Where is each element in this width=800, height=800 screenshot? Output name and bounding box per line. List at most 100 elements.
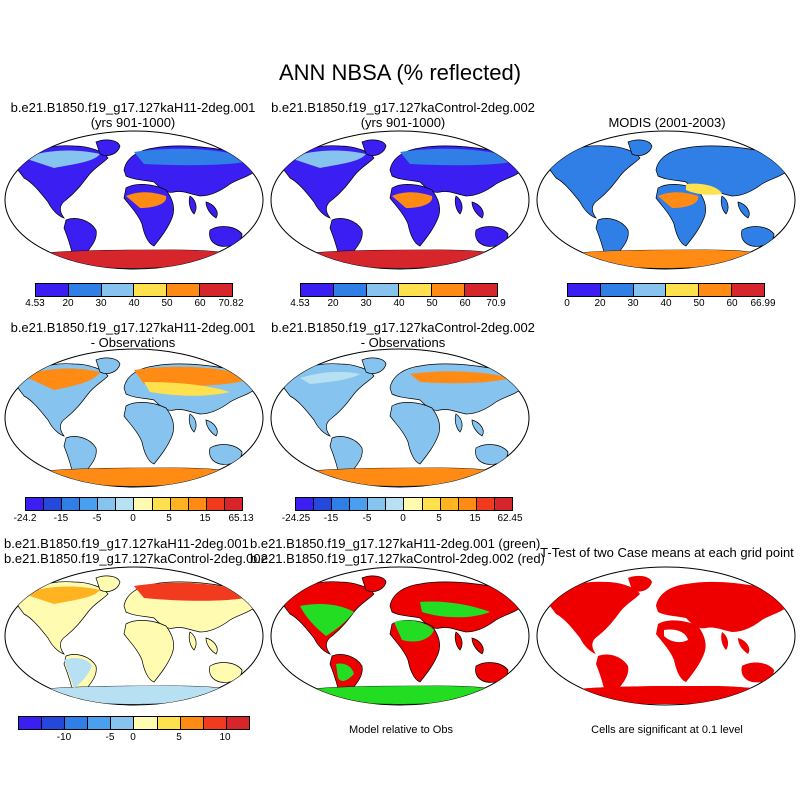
cb4-tick: 15 [199,513,211,524]
asia-green [420,601,490,618]
panel-3-title-line1: MODIS (2001-2003) [608,115,726,130]
siberia-region [410,371,510,384]
antarctica-significant [566,686,772,704]
siberia-region [134,148,254,166]
panel-7-title-line2: b.e21.B1850.f19_g17.127kaControl-2deg.00… [4,551,268,566]
cb7-tick: 5 [176,732,182,743]
panel-1-title-line2: (yrs 901-1000) [90,115,176,130]
arabia-region [686,183,722,195]
map-panel-5 [270,348,530,488]
panel-1-title: b.e21.B1850.f19_g17.127kaH11-2deg.001 (y… [0,100,266,130]
colorbar-2 [300,283,498,297]
cb3-tick: 20 [594,298,606,309]
panel-2-title-line1: b.e21.B1850.f19_g17.127kaControl-2deg.00… [271,100,535,115]
cb3-tick: 0 [564,298,570,309]
antarctica-region [34,686,240,704]
canada-region [300,371,360,384]
panel-5-title: b.e21.B1850.f19_g17.127kaControl-2deg.00… [270,320,536,350]
cb3-tick: 60 [726,298,738,309]
north-america-green [300,604,354,636]
cb2-tick: 50 [426,298,438,309]
map-panel-7 [4,566,264,706]
colorbar-3 [567,283,765,297]
panel-7-title: b.e21.B1850.f19_g17.127kaH11-2deg.001 b.… [4,536,268,566]
map-panel-8 [270,566,530,706]
siberia-region [134,582,256,601]
cb4-tick: -15 [53,513,69,524]
cb2-tick: 4.53 [290,298,310,309]
sahara-region [392,192,433,208]
cb2-tick: 60 [459,298,471,309]
cb1-tick: 40 [128,298,140,309]
cb2-tick: 40 [393,298,405,309]
panel-4-title: b.e21.B1850.f19_g17.127kaH11-2deg.001 - … [0,320,266,350]
cb3-tick: 50 [693,298,705,309]
cb3-tick: 30 [627,298,639,309]
panel-9-title-line1: T-Test of two Case means at each grid po… [540,545,794,560]
cb5-tick: -5 [362,513,372,524]
panel-8-title: b.e21.B1850.f19_g17.127kaH11-2deg.001 (g… [250,536,545,566]
cb4-tick: 0 [130,513,136,524]
cb1-tick: 20 [62,298,74,309]
canada-region [24,368,100,390]
cb5-tick: -24.25 [281,513,311,524]
map-panel-4 [4,348,264,488]
cb7-tick: 0 [130,732,136,743]
colorbar-4 [25,497,243,511]
colorbar-5 [295,497,513,511]
cb5-tick: 5 [436,513,442,524]
cb1-tick: 4.53 [25,298,45,309]
cb3-tick: 40 [660,298,672,309]
map-panel-3 [536,130,796,270]
siberia-region [134,366,254,386]
colorbar-1 [35,283,233,297]
colorbar-7 [18,716,250,730]
canada-region [24,586,100,604]
cb3-tick: 66.99 [750,298,776,309]
map-panel-9 [536,566,796,706]
cb4-tick: -5 [92,513,102,524]
antarctica-region [34,250,240,268]
south-america-region [64,658,92,688]
antarctica-region [34,468,240,486]
africa-green [394,620,434,642]
cb7-tick: -10 [56,732,72,743]
cb1-tick: 30 [95,298,107,309]
cb7-tick: -5 [105,732,115,743]
panel-2-title-line2: (yrs 901-1000) [360,115,446,130]
cb5-tick: -15 [323,513,339,524]
panel-8-note: Model relative to Obs [349,724,453,736]
cb4-tick: -24.2 [13,513,37,524]
cb2-tick: 70.9 [486,298,506,309]
south-america-green [336,663,354,681]
antarctica-region [300,468,506,486]
canada-region [290,150,366,168]
cb5-tick: 0 [400,513,406,524]
antarctica-green [300,686,506,704]
cb5-tick: 15 [469,513,481,524]
cb2-tick: 20 [327,298,339,309]
panel-5-title-line1: b.e21.B1850.f19_g17.127kaControl-2deg.00… [271,320,535,335]
cb1-tick: 60 [194,298,206,309]
cb4-tick: 65.13 [228,513,254,524]
cb4-tick: 5 [166,513,172,524]
panel-7-title-line1: b.e21.B1850.f19_g17.127kaH11-2deg.001 [4,536,249,551]
panel-3-title: MODIS (2001-2003) [536,115,798,130]
panel-4-title-line2: - Observations [90,335,176,350]
canada-region [24,150,100,168]
sahara-region [126,192,167,208]
map-panel-1 [4,130,264,270]
map-panel-2 [270,130,530,270]
insignificant-area [664,629,688,643]
antarctica-region [566,250,772,268]
cb1-tick: 50 [161,298,173,309]
panel-9-title: T-Test of two Case means at each grid po… [536,545,798,560]
panel-2-title: b.e21.B1850.f19_g17.127kaControl-2deg.00… [270,100,536,130]
panel-8-title-line1: b.e21.B1850.f19_g17.127kaH11-2deg.001 (g… [250,536,541,551]
panel-1-title-line1: b.e21.B1850.f19_g17.127kaH11-2deg.001 [10,100,256,115]
asia-region [144,382,230,396]
cb7-tick: 10 [219,732,231,743]
cb2-tick: 30 [360,298,372,309]
siberia-region [400,148,520,166]
antarctica-region [300,250,506,268]
